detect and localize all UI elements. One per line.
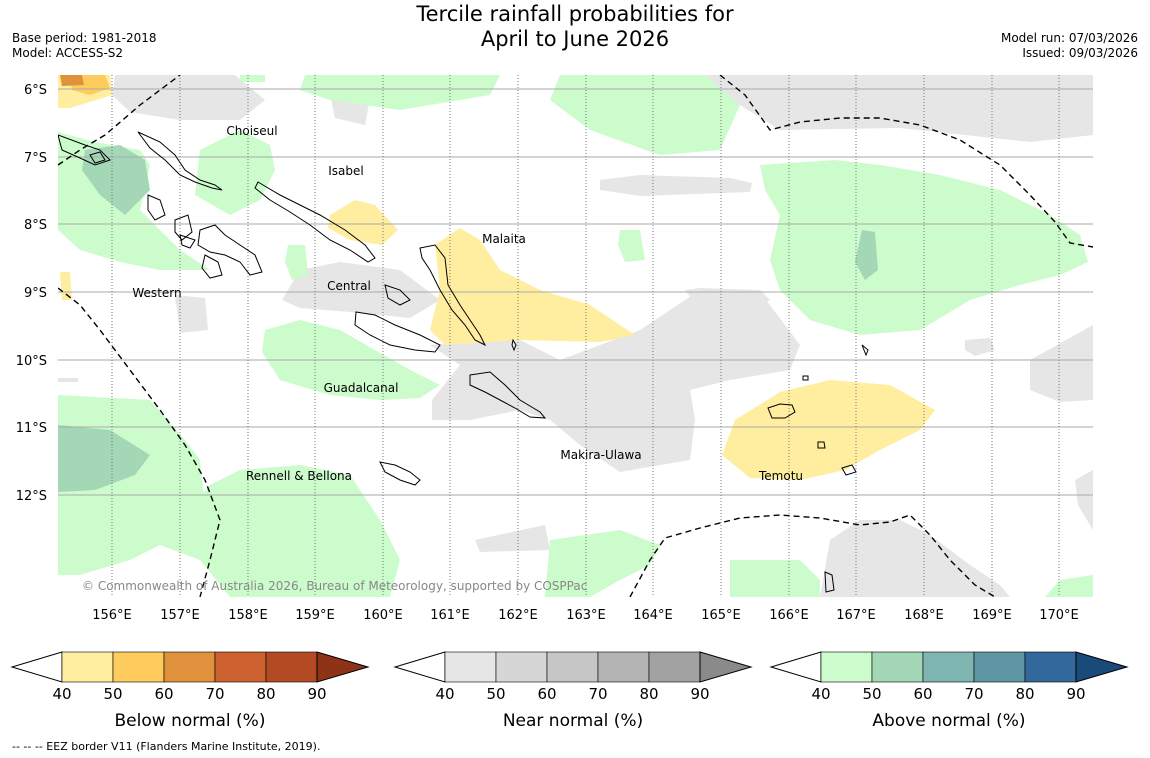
lon-label: 158°E: [228, 608, 268, 623]
eez-border: [58, 75, 1093, 597]
region-label-guadalcanal: Guadalcanal: [324, 381, 399, 395]
cb-tick: 50: [862, 685, 881, 703]
cb-tick: 60: [537, 685, 556, 703]
cb-tick: 50: [103, 685, 122, 703]
island-coastlines: [58, 131, 869, 593]
lat-axis: 6°S 7°S 8°S 9°S 10°S 11°S 12°S: [16, 83, 47, 504]
lon-label: 160°E: [363, 608, 403, 623]
region-label-central: Central: [327, 279, 371, 293]
cb-tick: 70: [205, 685, 224, 703]
run-info: Model run: 07/03/2026 Issued: 09/03/2026: [1001, 31, 1138, 61]
lon-label: 161°E: [430, 608, 470, 623]
region-label-makira-ulawa: Makira-Ulawa: [560, 448, 641, 462]
region-label-choiseul: Choiseul: [226, 124, 277, 138]
region-labels: Choiseul Isabel Malaita Western Central …: [132, 124, 803, 483]
model-name: Model: ACCESS-S2: [12, 46, 124, 60]
cb-tick: 60: [154, 685, 173, 703]
lon-label: 165°E: [701, 608, 741, 623]
model-run: Model run: 07/03/2026: [1000, 31, 1138, 45]
probability-shading: [58, 75, 1093, 597]
lon-label: 169°E: [972, 608, 1012, 623]
lon-label: 170°E: [1039, 608, 1079, 623]
above-normal-areas: [58, 75, 1093, 597]
below-normal-areas: [58, 75, 935, 480]
colorbar-title-near: Near normal (%): [503, 711, 643, 731]
cb-tick: 60: [913, 685, 932, 703]
cb-tick: 80: [639, 685, 658, 703]
colorbar-above-normal: [769, 651, 1129, 683]
colorbar-title-below: Below normal (%): [115, 711, 266, 731]
above-normal-50-areas: [58, 145, 878, 492]
colorbar-titles: Below normal (%) Near normal (%) Above n…: [115, 711, 1026, 731]
cb-tick: 90: [690, 685, 709, 703]
colorbar-ticks: 40 50 60 70 80 90 40 50 60 70 80 90 40 5…: [52, 685, 1085, 703]
region-label-temotu: Temotu: [758, 469, 803, 483]
lon-label: 164°E: [633, 608, 673, 623]
lon-gridlines: [111, 75, 1060, 597]
lon-label: 162°E: [498, 608, 538, 623]
cb-tick: 50: [486, 685, 505, 703]
title-line-1: Tercile rainfall probabilities for: [416, 2, 734, 26]
base-period: Base period: 1981-2018: [12, 31, 157, 45]
lon-axis: 156°E 157°E 158°E 159°E 160°E 161°E 162°…: [92, 608, 1079, 623]
colorbar-title-above: Above normal (%): [872, 711, 1025, 731]
copyright-notice: © Commonwealth of Australia 2026, Bureau…: [82, 579, 588, 593]
cb-tick: 80: [256, 685, 275, 703]
lon-label: 159°E: [295, 608, 335, 623]
near-normal-areas: [58, 75, 1093, 597]
colorbar-near-normal: [393, 651, 753, 683]
lat-label: 7°S: [24, 151, 47, 166]
cb-tick: 80: [1015, 685, 1034, 703]
cb-tick: 40: [811, 685, 830, 703]
lon-label: 163°E: [566, 608, 606, 623]
lat-label: 9°S: [24, 286, 47, 301]
cb-tick: 40: [52, 685, 71, 703]
lat-label: 8°S: [24, 218, 47, 233]
lat-label: 12°S: [16, 489, 47, 504]
lat-label: 11°S: [16, 421, 47, 436]
below-normal-60-areas: [60, 75, 84, 86]
region-label-malaita: Malaita: [482, 232, 526, 246]
lon-label: 157°E: [160, 608, 200, 623]
cb-tick: 70: [588, 685, 607, 703]
lon-label: 168°E: [904, 608, 944, 623]
issued-date: Issued: 09/03/2026: [1022, 46, 1138, 60]
lat-label: 6°S: [24, 83, 47, 98]
colorbar-below-normal: [10, 651, 370, 683]
region-label-rennell-bellona: Rennell & Bellona: [246, 469, 352, 483]
lat-gridlines: [58, 88, 1093, 496]
lon-label: 166°E: [769, 608, 809, 623]
lon-label: 167°E: [836, 608, 876, 623]
map-title: Tercile rainfall probabilities for April…: [0, 2, 1150, 52]
lon-label: 156°E: [92, 608, 132, 623]
title-line-2: April to June 2026: [480, 27, 670, 51]
lat-label: 10°S: [16, 354, 47, 369]
region-label-isabel: Isabel: [328, 164, 363, 178]
cb-tick: 40: [435, 685, 454, 703]
cb-tick: 90: [307, 685, 326, 703]
eez-legend-note: -- -- -- EEZ border V11 (Flanders Marine…: [12, 740, 321, 753]
cb-tick: 70: [964, 685, 983, 703]
model-info: Base period: 1981-2018 Model: ACCESS-S2: [12, 31, 157, 61]
cb-tick: 90: [1066, 685, 1085, 703]
region-label-western: Western: [132, 286, 181, 300]
